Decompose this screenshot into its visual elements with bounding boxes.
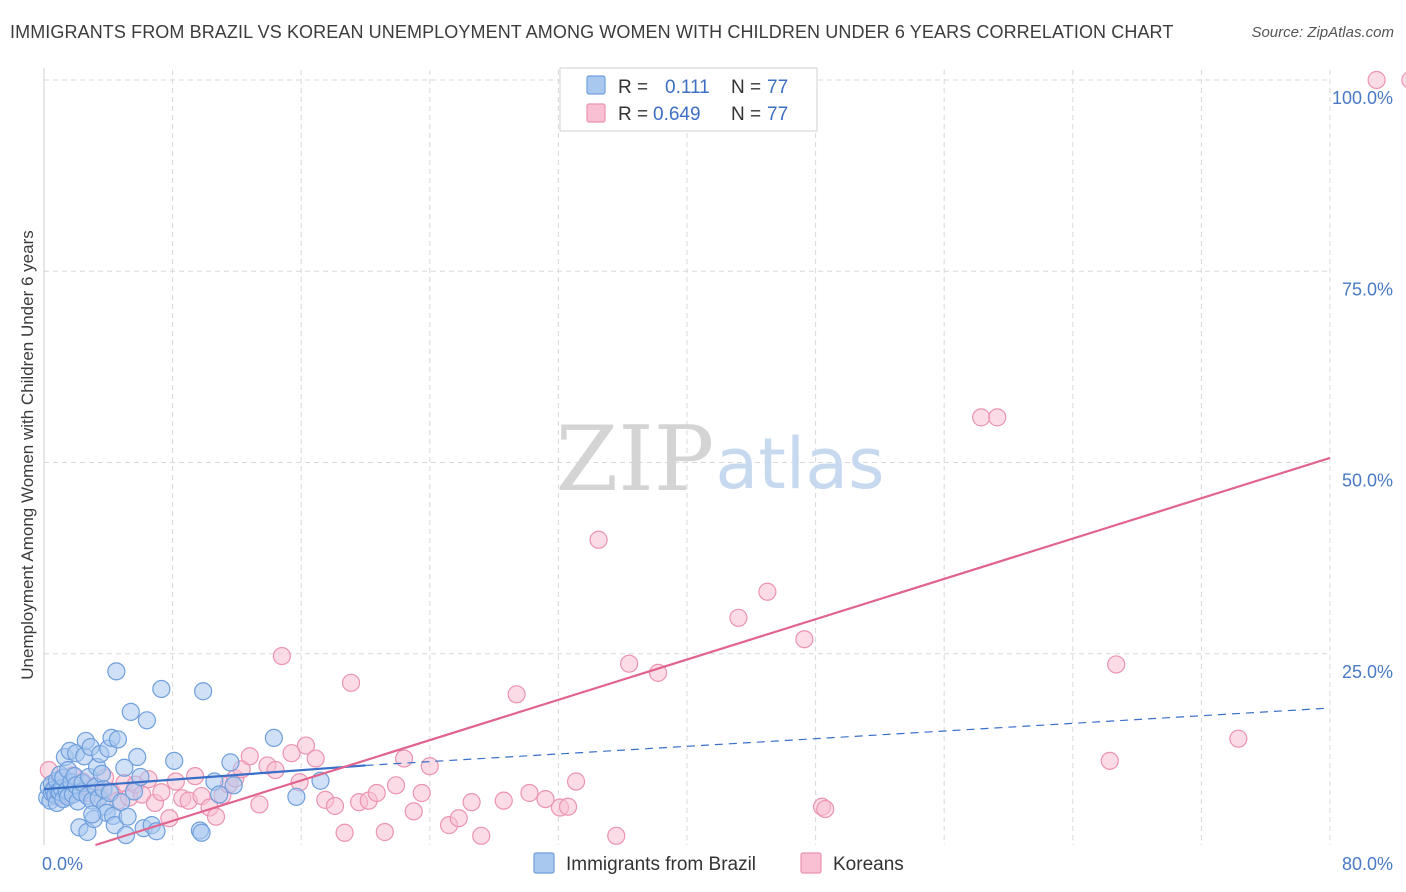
korean-point — [386, 776, 406, 795]
korean-point — [325, 796, 345, 816]
legend-r-value-korean: 0.649 — [653, 104, 701, 125]
bottom-legend-label-brazil: Immigrants from Brazil — [566, 854, 756, 875]
x-tick-label-max: 80.0% — [1342, 854, 1393, 874]
brazil-point — [210, 785, 229, 804]
legend-swatch-korean — [586, 103, 606, 123]
korean-point — [420, 757, 439, 776]
korean-point — [296, 736, 316, 755]
trend-lines — [43, 456, 1331, 847]
korean-point — [375, 822, 394, 842]
brazil-trend-line — [43, 764, 366, 791]
y-tick-label: 100.0% — [1332, 88, 1393, 108]
korean-point — [282, 744, 301, 763]
y-tick-label: 50.0% — [1342, 471, 1393, 491]
brazil-point — [165, 751, 184, 770]
brazil-point — [287, 787, 306, 806]
legend-n-label-brazil: N = — [731, 77, 761, 98]
brazil-point — [107, 662, 126, 681]
korean-point — [206, 807, 226, 826]
bottom-legend-swatch-brazil — [533, 852, 555, 874]
korean-point — [1229, 729, 1248, 748]
legend-n-value-korean: 77 — [767, 104, 788, 125]
korean-point — [536, 789, 555, 809]
legend-r-label-brazil: R = — [618, 77, 648, 98]
korean-point — [394, 749, 414, 768]
bottom-legend-swatch-korean — [800, 852, 822, 874]
korean-point — [1100, 751, 1119, 770]
korean-point — [250, 795, 269, 814]
chart-title: IMMIGRANTS FROM BRAZIL VS KOREAN UNEMPLO… — [10, 22, 1174, 42]
brazil-point — [194, 682, 213, 701]
korean-point — [472, 826, 491, 845]
korean-point — [166, 772, 185, 791]
korean-point — [412, 783, 431, 803]
korean-point — [1401, 72, 1406, 88]
korean-point — [335, 823, 354, 842]
korean-point — [607, 826, 626, 845]
korean-point — [648, 663, 668, 682]
x-axis-ticks: 0.0% 80.0% — [42, 854, 1393, 874]
korean-point — [729, 608, 748, 627]
bottom-legend-label-korean: Koreans — [833, 854, 904, 875]
brazil-point — [192, 823, 211, 842]
y-tick-label: 75.0% — [1342, 279, 1393, 299]
korean-point — [462, 793, 481, 812]
korean-point — [306, 749, 325, 768]
watermark: ZIP atlas — [556, 407, 885, 512]
x-tick-label-min: 0.0% — [42, 854, 83, 874]
brazil-trend-extension — [365, 707, 1331, 767]
watermark-atlas: atlas — [715, 423, 884, 505]
legend-n-value-brazil: 77 — [767, 77, 788, 98]
korean-point — [758, 582, 777, 601]
legend-n-label-korean: N = — [731, 104, 761, 125]
korean-point — [266, 760, 285, 780]
brazil-point — [224, 776, 243, 795]
y-axis-ticks: 25.0% 50.0% 75.0% 100.0% — [1332, 88, 1393, 682]
y-axis-label: Unemployment Among Women with Children U… — [18, 230, 37, 679]
korean-point — [972, 408, 991, 427]
watermark-zip: ZIP — [556, 407, 715, 512]
brazil-point — [121, 702, 140, 721]
korean-point — [186, 767, 205, 786]
brazil-point — [83, 805, 102, 824]
legend-swatch-brazil — [586, 75, 606, 95]
korean-point — [988, 408, 1007, 427]
legend-r-label-korean: R = — [618, 104, 648, 125]
korean-point — [589, 530, 608, 549]
korean-point — [620, 654, 639, 673]
korean-point — [566, 772, 586, 791]
stats-legend: R = 0.111 N = 77 R = 0.649 N = 77 — [559, 67, 818, 132]
korean-point — [272, 646, 292, 666]
korean-point — [1367, 70, 1386, 90]
brazil-point — [152, 679, 171, 699]
brazil-point — [221, 753, 240, 772]
korean-point — [449, 809, 468, 828]
legend-r-value-brazil: 0.111 — [665, 77, 710, 98]
korean-point — [795, 630, 814, 649]
korean-trend-line — [95, 456, 1331, 847]
korean-point — [507, 685, 526, 704]
korean-point — [404, 802, 423, 821]
korean-point — [520, 783, 539, 803]
korean-point — [1107, 655, 1126, 674]
korean-point — [494, 791, 513, 810]
brazil-point — [115, 758, 134, 777]
brazil-point — [264, 728, 283, 748]
y-tick-label: 25.0% — [1342, 662, 1393, 682]
korean-point — [240, 747, 259, 766]
brazil-point — [118, 807, 137, 826]
brazil-point — [108, 730, 128, 749]
series-legend: Immigrants from Brazil Koreans — [533, 852, 904, 875]
korean-point — [152, 783, 171, 802]
brazil-points — [38, 662, 330, 845]
brazil-point — [92, 764, 111, 783]
korean-point — [558, 797, 578, 816]
korean-point — [341, 673, 361, 692]
brazil-point — [128, 747, 147, 767]
korean-point — [367, 783, 386, 803]
brazil-point — [137, 711, 156, 730]
korean-point — [816, 799, 835, 819]
source-label: Source: ZipAtlas.com — [1251, 24, 1394, 41]
